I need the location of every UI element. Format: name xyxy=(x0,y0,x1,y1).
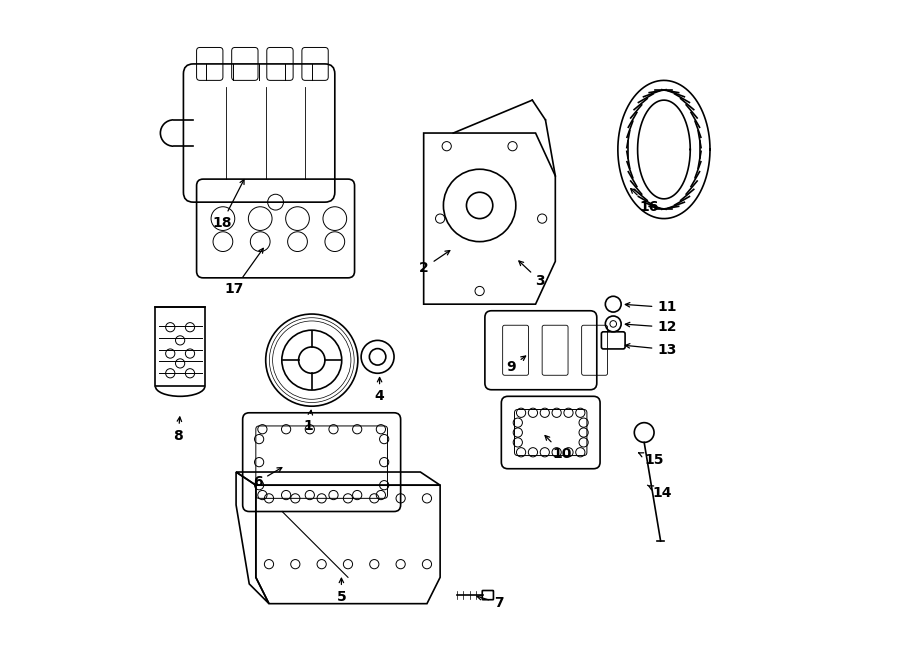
Text: 18: 18 xyxy=(212,180,244,230)
Text: 6: 6 xyxy=(253,467,282,489)
Text: 11: 11 xyxy=(626,301,677,315)
Text: 17: 17 xyxy=(225,249,264,296)
Text: 12: 12 xyxy=(626,320,677,334)
Text: 13: 13 xyxy=(626,342,677,356)
Text: 8: 8 xyxy=(174,417,183,443)
Text: 14: 14 xyxy=(647,485,672,500)
Text: 2: 2 xyxy=(419,251,450,275)
Text: 15: 15 xyxy=(639,453,663,467)
Text: 7: 7 xyxy=(477,596,504,610)
Text: 5: 5 xyxy=(337,578,347,604)
Text: 16: 16 xyxy=(631,188,659,214)
Text: 3: 3 xyxy=(519,261,545,288)
Text: 1: 1 xyxy=(303,410,313,433)
Text: 4: 4 xyxy=(374,377,384,403)
Text: 9: 9 xyxy=(507,356,526,373)
Text: 10: 10 xyxy=(545,436,572,461)
